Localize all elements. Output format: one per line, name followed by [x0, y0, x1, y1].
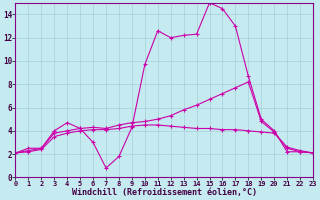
X-axis label: Windchill (Refroidissement éolien,°C): Windchill (Refroidissement éolien,°C) — [72, 188, 257, 197]
